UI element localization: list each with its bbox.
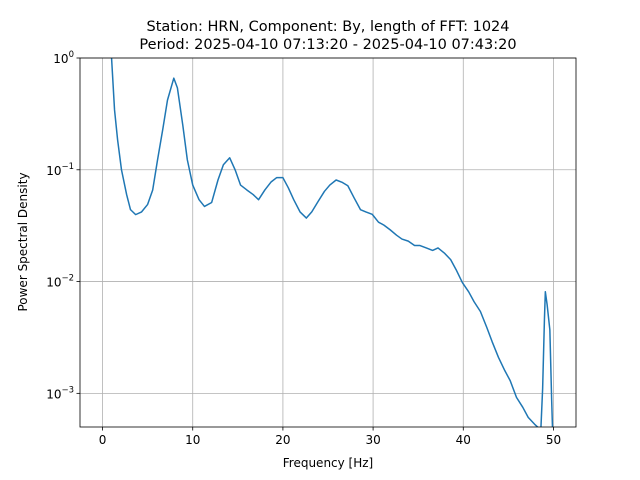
chart-title: Period: 2025-04-10 07:13:20 - 2025-04-10…	[139, 37, 516, 53]
x-tick-label: 30	[365, 433, 380, 447]
y-tick-label: 10−1	[46, 162, 74, 178]
y-tick-label: 100	[53, 50, 74, 66]
chart-title: Station: HRN, Component: By, length of F…	[146, 19, 509, 35]
line-series	[110, 58, 554, 427]
x-tick-label: 10	[185, 433, 200, 447]
y-tick-label: 10−3	[46, 385, 74, 401]
x-axis-label: Frequency [Hz]	[283, 456, 374, 470]
x-tick-label: 50	[546, 433, 561, 447]
grid	[80, 57, 576, 427]
y-axis-label: Power Spectral Density	[16, 172, 30, 311]
y-tick-label: 10−2	[46, 274, 74, 290]
x-tick-label: 20	[275, 433, 290, 447]
x-tick-label: 0	[99, 433, 107, 447]
plot-frame	[79, 57, 577, 428]
x-tick-label: 40	[456, 433, 471, 447]
